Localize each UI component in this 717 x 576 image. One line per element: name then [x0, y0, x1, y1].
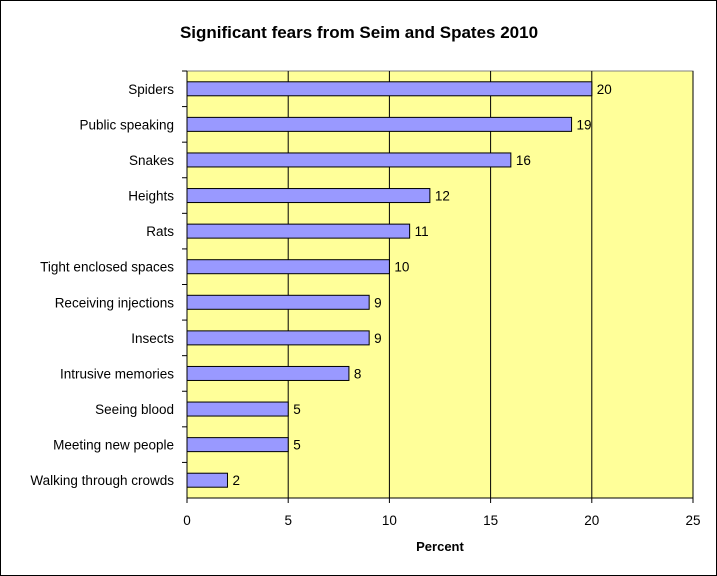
data-label: 8: [354, 366, 362, 381]
category-label: Heights: [128, 189, 174, 204]
bar: [186, 81, 593, 97]
x-tick-label: 15: [483, 513, 498, 528]
bar: [186, 472, 228, 488]
plot-area: [186, 70, 694, 499]
category-labels: Spiders Public speaking Snakes Heights Rats T…: [30, 70, 187, 488]
data-label: 19: [577, 117, 592, 132]
data-label: 5: [293, 402, 301, 417]
category-label: Rats: [146, 224, 174, 239]
category-label: Receiving injections: [55, 295, 175, 310]
bar: [186, 223, 411, 239]
x-tick-label: 0: [183, 513, 191, 528]
data-label: 11: [415, 224, 429, 239]
x-tick-label: 5: [284, 513, 292, 528]
category-label: Seeing blood: [95, 402, 174, 417]
data-label: 16: [516, 153, 531, 168]
category-label: Public speaking: [79, 117, 174, 132]
category-label: Insects: [131, 331, 174, 346]
category-label: Walking through crowds: [30, 473, 174, 488]
category-label: Snakes: [129, 153, 174, 168]
bar: [186, 437, 289, 453]
data-label: 2: [232, 473, 240, 488]
x-tick-label: 25: [685, 513, 700, 528]
category-label: Meeting new people: [53, 438, 174, 453]
x-axis-label: Percent: [416, 539, 464, 554]
category-label: Spiders: [128, 82, 174, 97]
data-label: 10: [394, 260, 409, 275]
category-label: Intrusive memories: [60, 366, 174, 381]
data-label: 20: [597, 82, 612, 97]
bar: [186, 294, 370, 310]
gridlines: [287, 71, 694, 498]
bar: [186, 330, 370, 346]
bar: [186, 365, 350, 381]
bar: [186, 188, 431, 204]
bar: [186, 259, 390, 275]
bar: [186, 116, 573, 132]
x-tick-label: 20: [584, 513, 599, 528]
bars: 20 19 16 12 11 10 9 9 8 5 5 2: [186, 81, 612, 488]
data-label: 9: [374, 295, 382, 310]
data-label: 9: [374, 331, 382, 346]
chart-title: Significant fears from Seim and Spates 2…: [180, 23, 538, 42]
data-label: 5: [293, 438, 301, 453]
x-tick-label: 10: [382, 513, 397, 528]
bar: [186, 152, 512, 168]
category-label: Tight enclosed spaces: [40, 260, 174, 275]
data-label: 12: [435, 189, 450, 204]
x-axis-ticks: 0 5 10 15 20 25: [183, 498, 701, 528]
bar: [186, 401, 289, 417]
